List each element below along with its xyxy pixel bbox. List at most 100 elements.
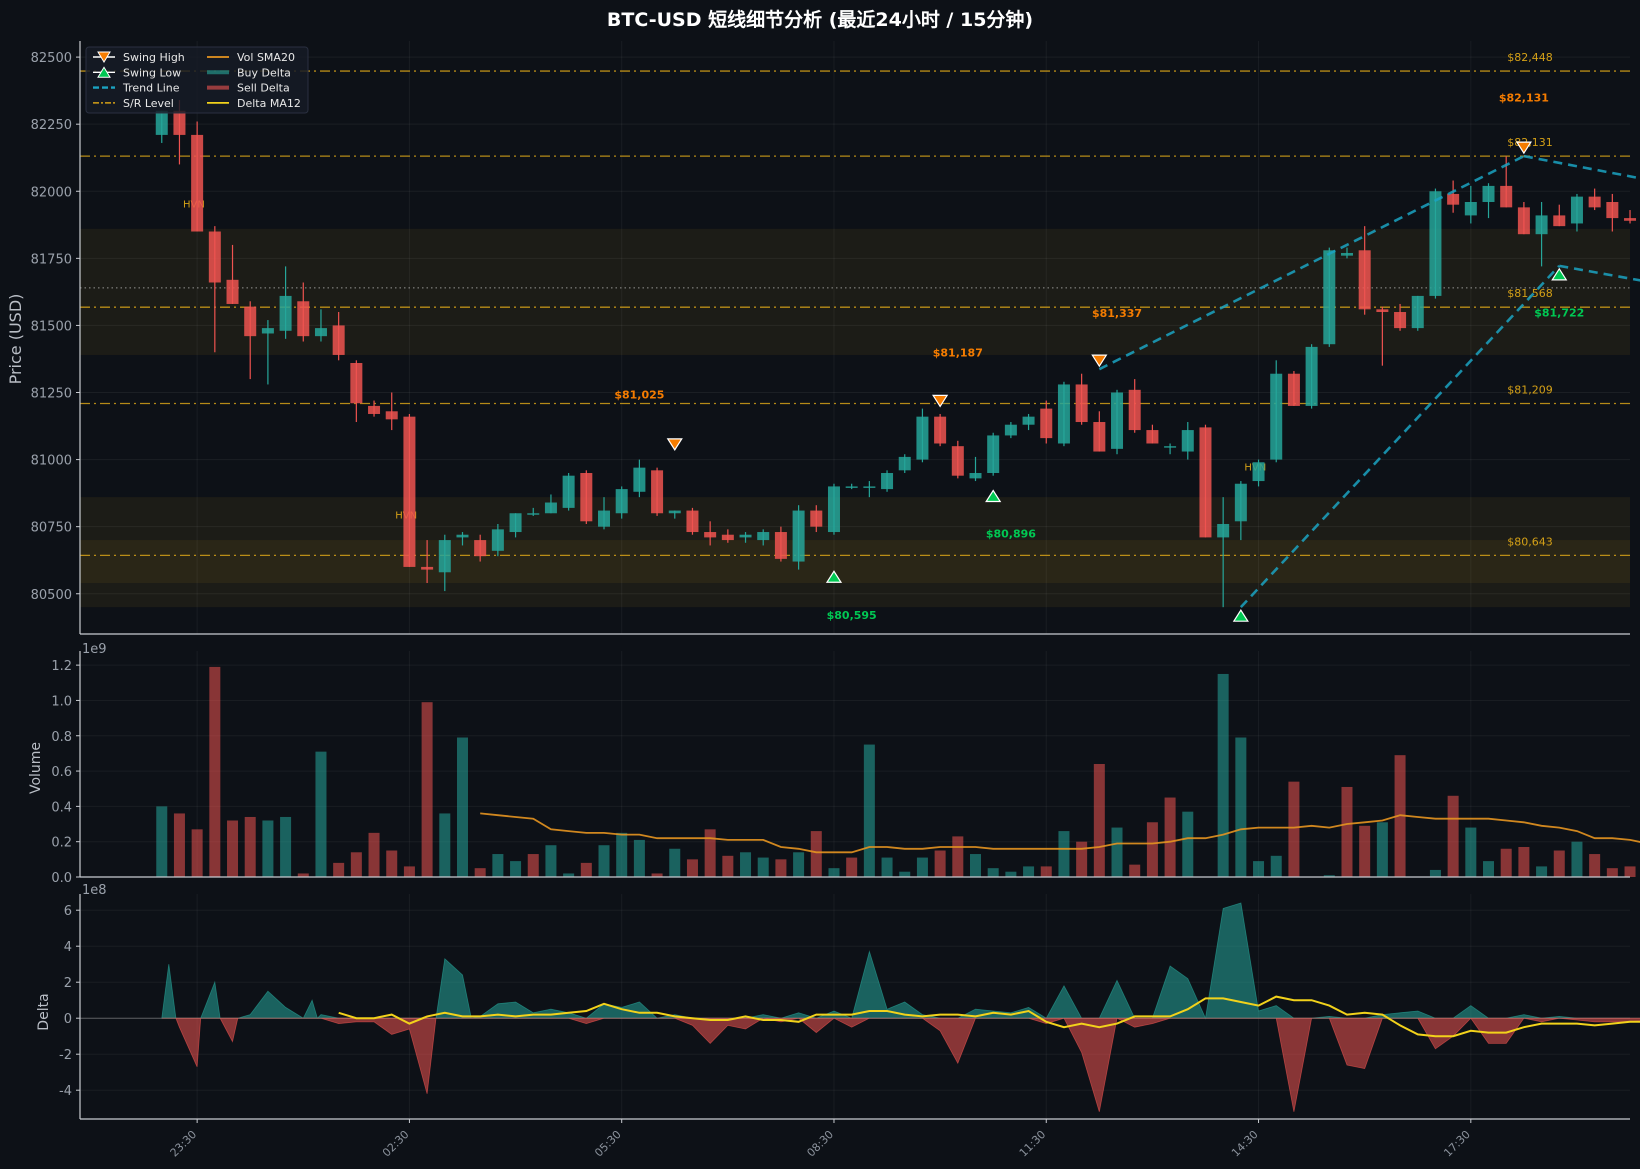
legend-swatch [97, 51, 111, 63]
volume-tick-label: 0.6 [51, 765, 72, 780]
candle-body [1482, 185, 1495, 202]
candles [155, 100, 1637, 608]
candle-body [827, 486, 840, 533]
swing-high-marker [932, 394, 949, 408]
candle-body [474, 540, 487, 557]
price-tick-label: 80750 [31, 521, 72, 536]
volume-bar [916, 857, 928, 877]
trend-line [1559, 264, 1640, 282]
candle-body [1217, 523, 1230, 538]
volume-bar [421, 702, 433, 877]
volume-bar [1553, 850, 1565, 877]
volume-tick-label: 0.0 [51, 871, 72, 886]
candle-body [1075, 384, 1088, 423]
candle-body [244, 306, 257, 337]
volume-bar [580, 862, 592, 877]
candle-body [191, 134, 204, 232]
candle-body [155, 110, 168, 135]
volume-bar [1571, 841, 1583, 877]
candle-body [633, 467, 646, 492]
volume-bar [810, 831, 822, 877]
volume-bar [227, 820, 239, 877]
volume-tick-label: 1.2 [51, 659, 72, 674]
volume-bar [244, 816, 256, 877]
legend-label: Vol SMA20 [237, 51, 295, 64]
candle-body [1128, 389, 1141, 431]
swing-low-marker [825, 570, 843, 583]
candle-body [1429, 191, 1442, 296]
sr-label: $81,568 [1507, 287, 1553, 300]
volume-sma [480, 812, 1640, 854]
swing-low-marker [1232, 609, 1249, 622]
candle-body [368, 405, 381, 414]
price-tick-label: 82250 [31, 118, 72, 133]
volume-bar [775, 859, 787, 877]
price-y-label: Price (USD) [6, 294, 25, 385]
volume-bar [492, 854, 504, 877]
volume-bar [1182, 811, 1194, 877]
delta-tick-label: -2 [59, 1048, 72, 1063]
swing-low-label: $81,722 [1534, 307, 1584, 320]
candle-body [934, 416, 947, 444]
candle-body [1305, 346, 1318, 406]
candle-body [1517, 207, 1530, 235]
volume-bar [262, 820, 274, 877]
volume-bar [616, 832, 628, 877]
candle-body [385, 411, 398, 420]
volume-bar [863, 744, 875, 877]
volume-tick-label: 0.8 [51, 730, 72, 745]
sr-label: $80,643 [1507, 535, 1553, 548]
volume-bar [1288, 781, 1300, 877]
candle-body [1588, 196, 1601, 208]
candle-body [987, 435, 1000, 474]
volume-bar [757, 857, 769, 877]
candle-body [845, 486, 858, 488]
candle-body [898, 456, 911, 471]
price-tick-label: 81750 [31, 252, 72, 267]
candle-body [1553, 215, 1566, 227]
candle-body [438, 540, 451, 573]
volume-axes: 0.0 0.2 0.4 0.6 0.8 1.0 1.2 [51, 651, 1630, 886]
candle-body [1234, 483, 1247, 522]
delta-tick-label: 0 [64, 1012, 72, 1027]
candle-body [951, 446, 964, 476]
volume-bar [456, 737, 468, 877]
volume-bars [156, 666, 1636, 877]
candle-body [562, 475, 575, 508]
candle-body [1057, 384, 1070, 444]
volume-bar [439, 813, 451, 877]
candle-body [1606, 201, 1619, 219]
price-tick-label: 81250 [31, 387, 72, 402]
volume-panel: 0.0 0.2 0.4 0.6 0.8 1.0 1.2 1e9 Volume [28, 642, 1640, 886]
candle-body [173, 110, 186, 135]
candle-body [314, 328, 327, 337]
volume-bar [545, 845, 557, 877]
volume-bar [899, 871, 911, 877]
candle-body [598, 510, 611, 527]
candle-body [615, 489, 628, 514]
candle-body [1535, 215, 1548, 235]
volume-bar [704, 829, 716, 877]
candle-body [456, 534, 469, 538]
candle-body [668, 510, 681, 514]
volume-bar [1164, 797, 1176, 877]
volume-bar [1429, 869, 1441, 877]
candle-body [1146, 430, 1159, 444]
candle-body [969, 473, 982, 479]
candle-body [1376, 309, 1389, 313]
volume-bar [403, 866, 415, 877]
volume-bar [297, 873, 309, 877]
volume-tick-label: 0.2 [51, 836, 72, 851]
candle-body [527, 513, 540, 515]
swing-high-marker [1091, 354, 1108, 368]
delta-exponent: 1e8 [82, 883, 107, 898]
swing-high-marker [1515, 141, 1532, 155]
volume-bar [1270, 855, 1282, 877]
volume-bar [1058, 831, 1070, 877]
candle-body [297, 301, 310, 337]
candle-body [1164, 446, 1177, 448]
volume-bar [173, 813, 185, 877]
volume-bar [1235, 737, 1247, 877]
swing-low-marker [985, 489, 1002, 503]
